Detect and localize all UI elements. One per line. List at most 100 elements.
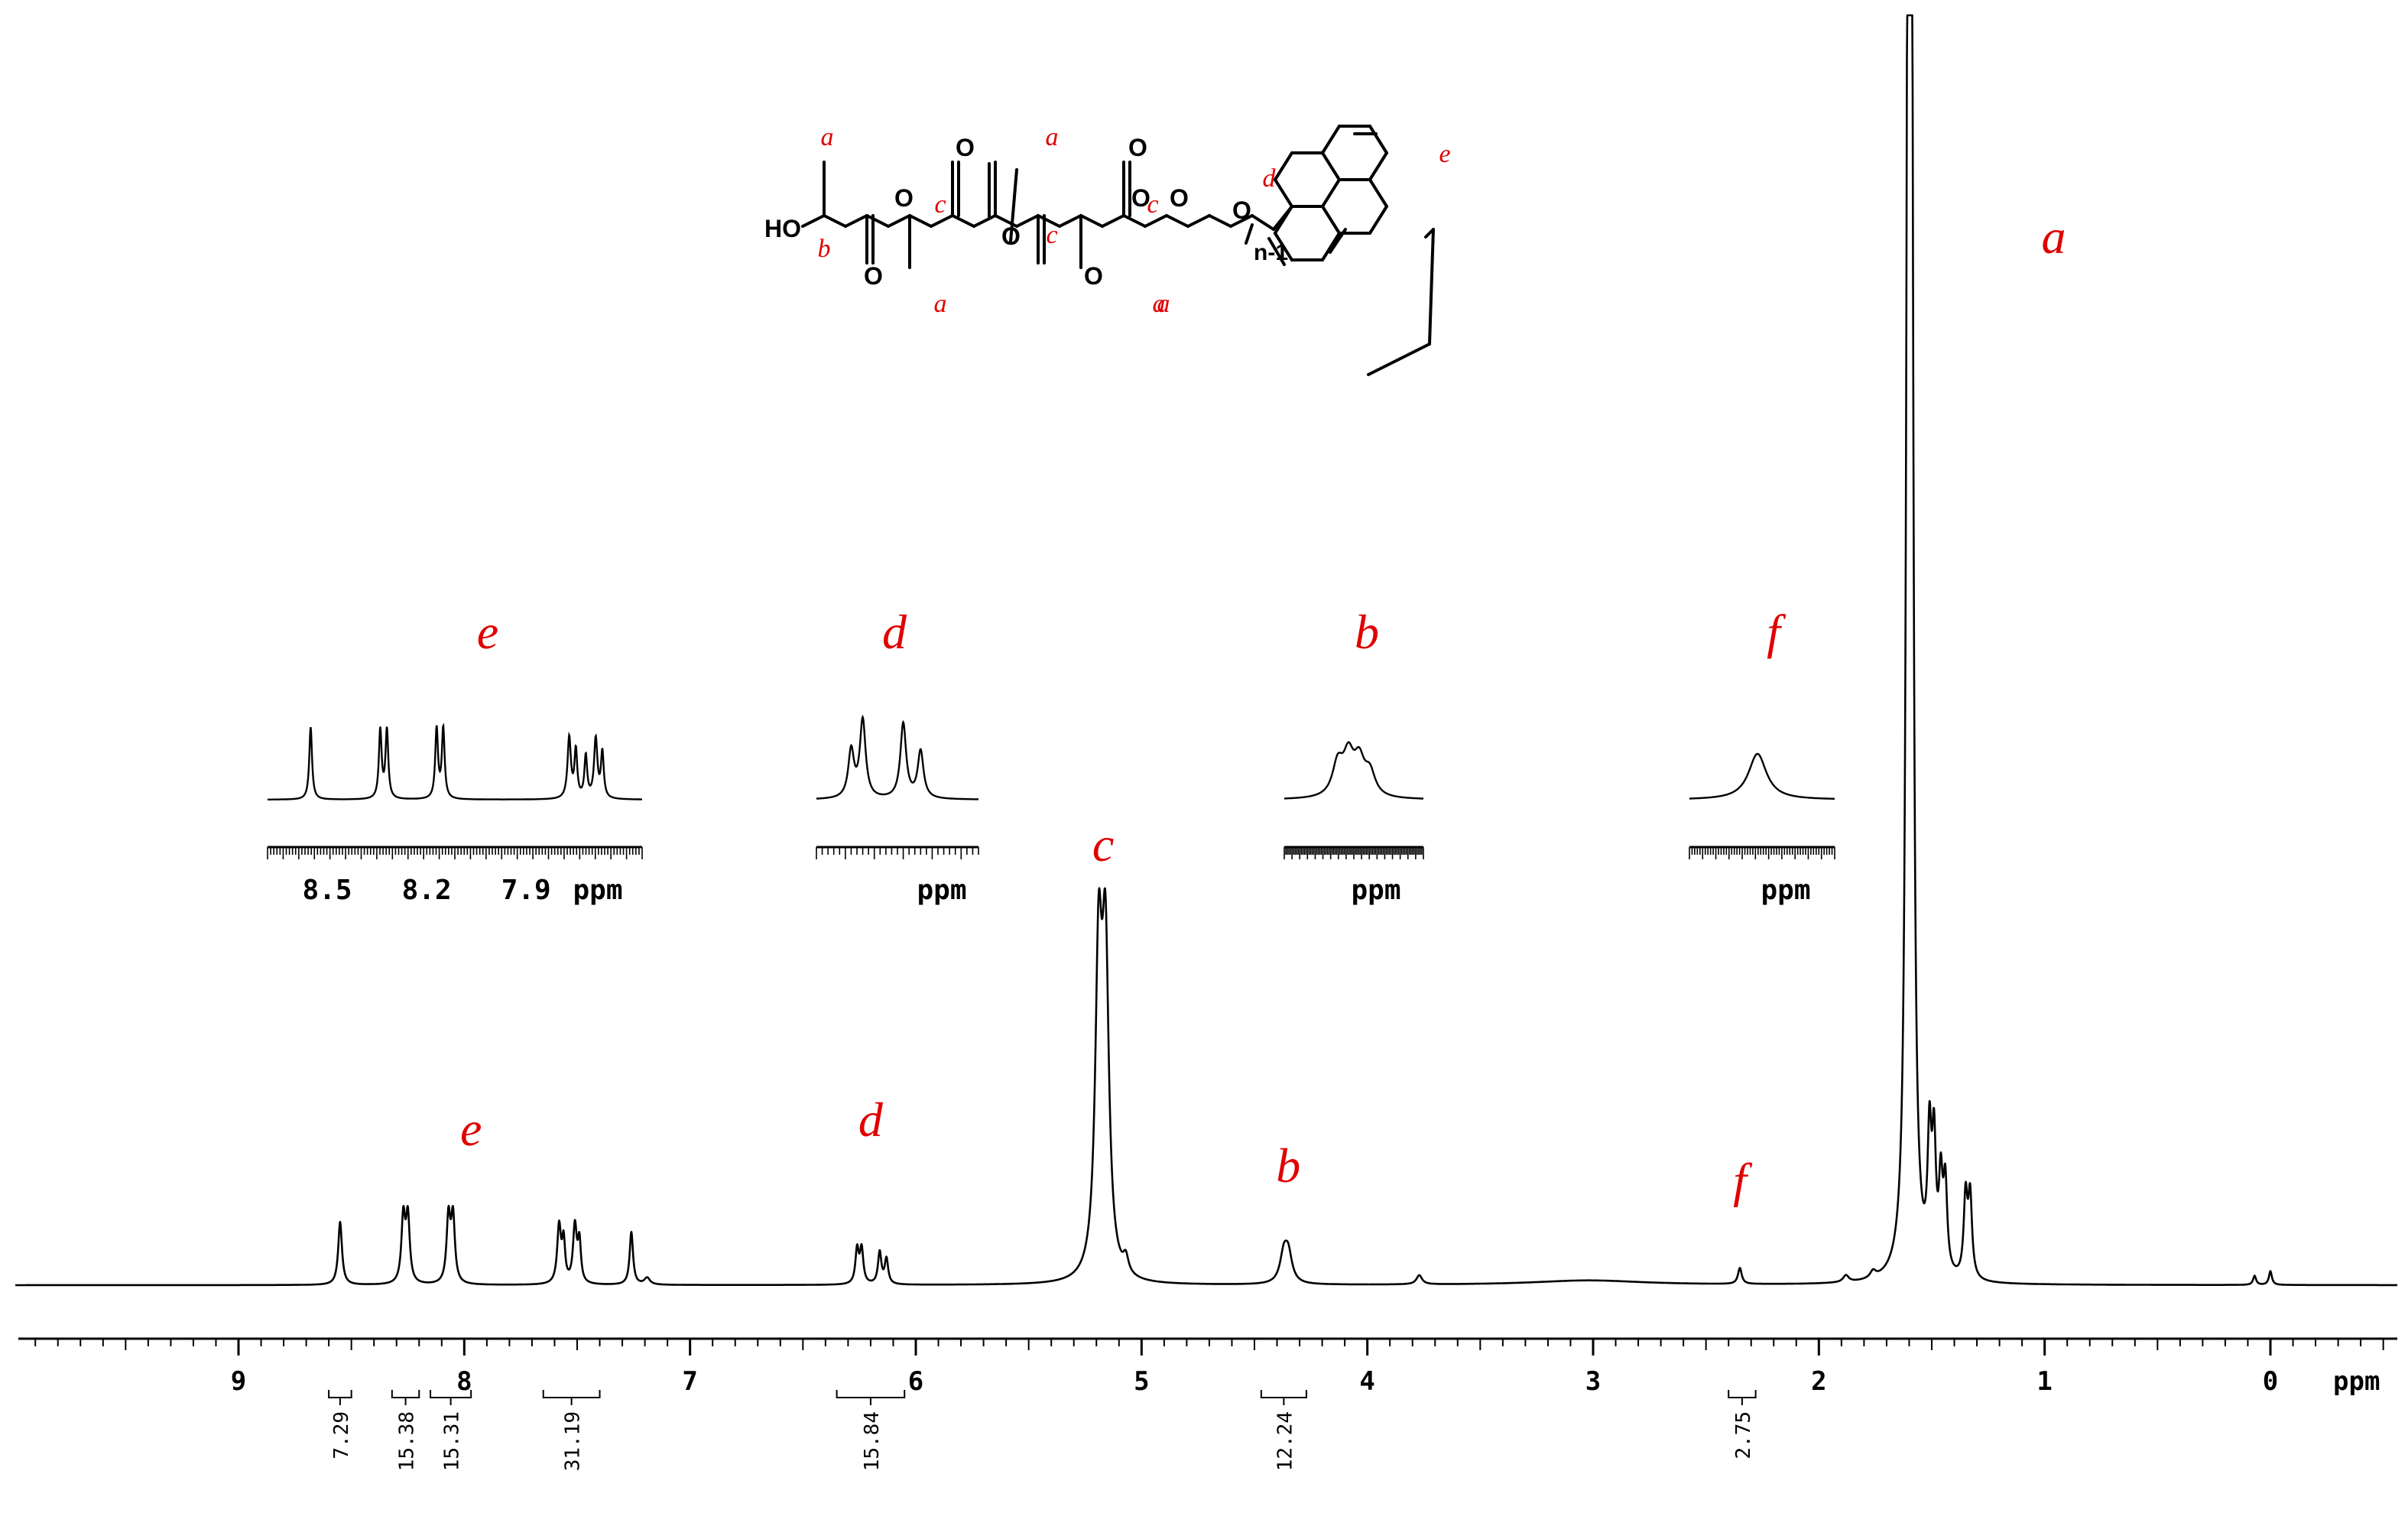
- x-tick-label: 4: [1359, 1366, 1374, 1397]
- peak-label-e: e: [460, 1102, 482, 1156]
- structure-position-label: a: [1153, 290, 1166, 318]
- structure-position-label: d: [1263, 164, 1277, 193]
- x-tick-label: 6: [908, 1366, 923, 1397]
- inset-spectra: e 8.5 8.2 7.9 ppm d ppm b ppm f ppm: [267, 605, 1835, 906]
- structure-bond: [801, 214, 826, 228]
- x-axis: 9 8 7 6 5 4 3 2 1 0 ppm: [18, 1337, 2397, 1397]
- structure-bond: [1037, 214, 1061, 228]
- structure-position-label: a: [934, 290, 947, 318]
- structure-bond: [1368, 205, 1388, 235]
- integral-bracket: [542, 1390, 601, 1398]
- structure-position-label: c: [934, 190, 946, 219]
- structure-bond: [1079, 214, 1104, 228]
- peak-label-c: c: [1092, 817, 1114, 872]
- structure-atom-label: O: [1170, 184, 1189, 212]
- structure-atom-label: O: [1232, 196, 1251, 224]
- inset-trace: [268, 722, 642, 800]
- structure-atom-label: O: [864, 262, 883, 290]
- structure-position-label: a: [1046, 123, 1059, 151]
- inset-d: d ppm: [816, 605, 979, 906]
- inset-unit-label: ppm: [573, 875, 622, 906]
- peak-label-b: b: [1276, 1138, 1300, 1193]
- inset-trace: [1689, 752, 1835, 800]
- integral-value: 31.19: [562, 1411, 585, 1471]
- structure-bond: [1368, 151, 1388, 181]
- inset-label-d: d: [882, 605, 907, 659]
- structure-bond: [1274, 232, 1293, 261]
- peak-label-a: a: [2041, 209, 2066, 264]
- structure-atom-label: O: [894, 184, 914, 212]
- structure-bond: [1229, 214, 1254, 228]
- structure-bond: [972, 214, 997, 228]
- structure-bond: [1122, 214, 1147, 228]
- structure-bond: [1245, 223, 1254, 245]
- inset-label-e: e: [477, 605, 498, 659]
- structure-position-label: a: [1157, 290, 1170, 318]
- structure-bond: [1368, 125, 1388, 154]
- structure-bond: [951, 214, 975, 228]
- peak-labels: e d c b f a: [460, 209, 2066, 1208]
- structure-bond: [908, 214, 933, 228]
- inset-f: f ppm: [1689, 605, 1835, 906]
- structure-bond: [1251, 214, 1275, 231]
- x-tick-label: 5: [1134, 1366, 1149, 1397]
- structure-bond: [1144, 214, 1168, 228]
- integral-bracket: [391, 1390, 420, 1398]
- integral-bracket: [1260, 1390, 1307, 1398]
- peak-label-d: d: [858, 1093, 884, 1147]
- inset-trace: [816, 714, 978, 800]
- structure-atom-label: O: [1128, 134, 1147, 161]
- structure-bond: [1428, 228, 1435, 346]
- structure-atom-label: O: [1131, 184, 1150, 212]
- structure-atom-label: O: [1084, 262, 1103, 290]
- x-axis-unit-label: ppm: [2333, 1366, 2380, 1397]
- x-tick-label: 9: [231, 1366, 246, 1397]
- inset-unit-label: ppm: [1761, 875, 1810, 906]
- structure-bond: [1274, 151, 1293, 181]
- structure-bond: [1015, 214, 1040, 228]
- integrals: 7.29 15.38 15.31 31.19 15.84 12.24 2.75: [328, 1390, 1757, 1471]
- x-tick-label: 0: [2263, 1366, 2278, 1397]
- structure-bond: [1101, 214, 1125, 228]
- structure-bond: [1321, 232, 1341, 261]
- structure-position-label: b: [818, 235, 831, 263]
- structure-bond: [865, 214, 890, 228]
- structure-bond: [1321, 125, 1341, 154]
- x-tick-label: 2: [1811, 1366, 1826, 1397]
- structure-bond: [1267, 237, 1286, 266]
- structure-bond: [1274, 205, 1293, 235]
- integral-bracket: [328, 1390, 352, 1398]
- structure-bond: [1321, 151, 1341, 181]
- integral-value: 15.84: [861, 1411, 884, 1471]
- structure-bond: [844, 214, 868, 228]
- structure-repeat-index: n-1: [1254, 240, 1288, 265]
- inset-tick-label: 8.5: [303, 875, 352, 906]
- structure-bond: [887, 214, 911, 228]
- inset-trace: [1284, 741, 1423, 800]
- integral-value: 15.31: [441, 1411, 464, 1471]
- inset-tick-label: 8.2: [402, 875, 452, 906]
- x-tick-label: 1: [2036, 1366, 2052, 1397]
- peak-label-f: f: [1733, 1154, 1753, 1208]
- structure-bond: [1329, 228, 1347, 254]
- integral-bracket: [1728, 1390, 1757, 1398]
- structure-atom-label: O: [956, 134, 975, 161]
- inset-tick-label: 7.9: [501, 875, 551, 906]
- structure-bond: [823, 214, 847, 228]
- inset-unit-label: ppm: [1351, 875, 1400, 906]
- inset-label-b: b: [1355, 605, 1379, 659]
- structure-bond: [1058, 214, 1082, 228]
- structure-bond: [1208, 214, 1232, 228]
- structure-bond: [1321, 178, 1341, 208]
- structure-atom-label: O: [1001, 222, 1021, 250]
- structure-bond: [1424, 228, 1435, 239]
- integral-value: 15.38: [396, 1411, 419, 1471]
- structure-position-label: e: [1439, 140, 1450, 168]
- structure-bond: [1165, 214, 1189, 228]
- structure-bond: [1367, 343, 1431, 376]
- x-tick-label: 7: [682, 1366, 697, 1397]
- structure-bond: [1009, 168, 1018, 243]
- structure-position-label: c: [1147, 190, 1158, 219]
